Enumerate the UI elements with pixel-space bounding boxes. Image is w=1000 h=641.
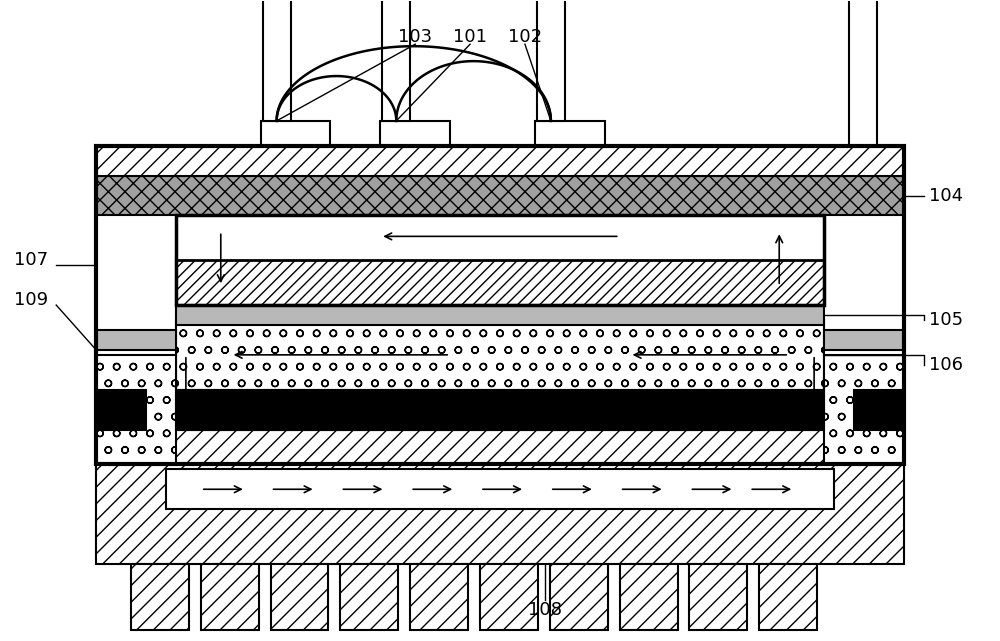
- Text: 102: 102: [508, 28, 542, 46]
- Bar: [96, 330, 176, 350]
- Text: 107: 107: [14, 251, 48, 269]
- Bar: [96, 176, 904, 215]
- Bar: [689, 564, 747, 629]
- Bar: [96, 146, 904, 176]
- Bar: [480, 564, 538, 629]
- Bar: [380, 121, 450, 146]
- Bar: [340, 564, 398, 629]
- Bar: [96, 390, 146, 429]
- Text: 101: 101: [453, 28, 487, 46]
- Bar: [382, 0, 410, 121]
- Bar: [824, 330, 904, 350]
- Bar: [263, 0, 291, 121]
- Text: 106: 106: [929, 356, 963, 374]
- Bar: [535, 121, 605, 146]
- Text: 109: 109: [14, 291, 48, 309]
- Text: 104: 104: [929, 187, 963, 204]
- Bar: [849, 0, 877, 146]
- Bar: [759, 564, 817, 629]
- Text: 105: 105: [929, 311, 963, 329]
- Text: 108: 108: [528, 601, 562, 619]
- Bar: [620, 564, 678, 629]
- Bar: [854, 390, 904, 429]
- Bar: [176, 215, 824, 260]
- Bar: [537, 0, 565, 121]
- Bar: [96, 146, 904, 464]
- Bar: [410, 564, 468, 629]
- Bar: [261, 121, 330, 146]
- Bar: [166, 469, 834, 509]
- Bar: [271, 564, 328, 629]
- Bar: [96, 355, 176, 464]
- Bar: [96, 460, 904, 564]
- Bar: [176, 320, 824, 390]
- Bar: [131, 564, 189, 629]
- Bar: [201, 564, 259, 629]
- Bar: [176, 260, 824, 305]
- Bar: [166, 429, 834, 464]
- Text: 103: 103: [398, 28, 432, 46]
- Bar: [550, 564, 608, 629]
- Bar: [176, 305, 824, 325]
- Bar: [176, 215, 824, 305]
- Bar: [824, 355, 904, 464]
- Bar: [176, 390, 824, 429]
